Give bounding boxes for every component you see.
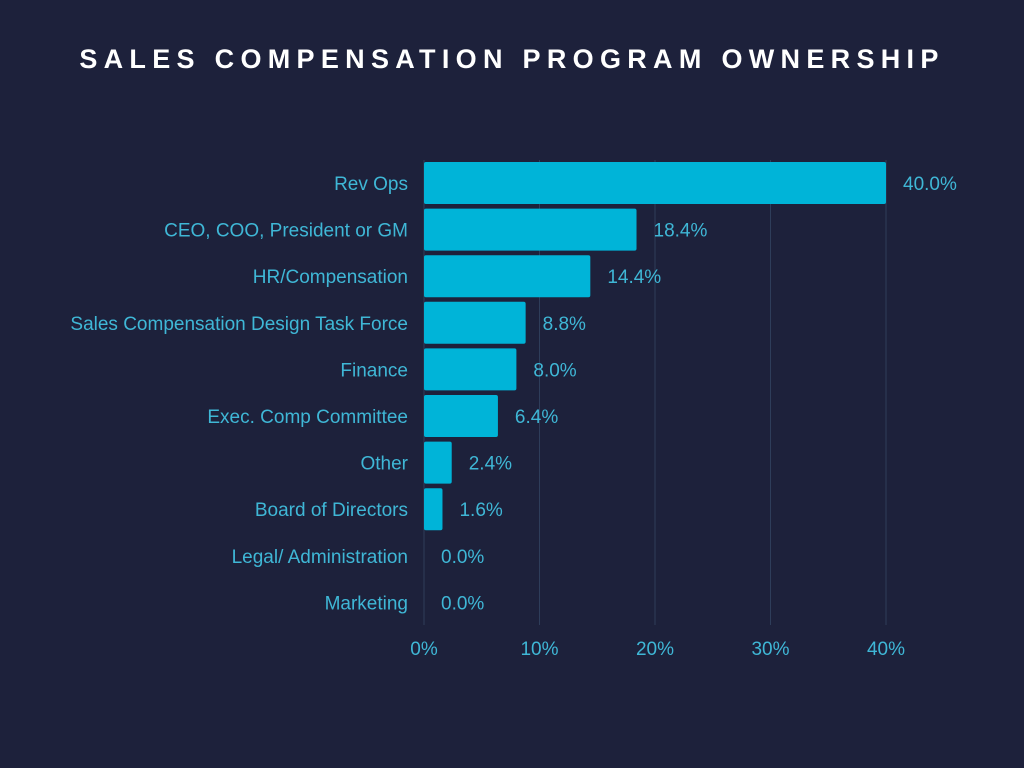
value-label: 6.4% bbox=[515, 407, 558, 428]
value-label: 18.4% bbox=[654, 221, 708, 242]
category-label: Sales Compensation Design Task Force bbox=[70, 314, 408, 335]
value-label: 0.0% bbox=[441, 547, 484, 568]
category-label: CEO, COO, President or GM bbox=[164, 221, 408, 242]
category-label: Marketing bbox=[325, 593, 408, 614]
value-label: 8.8% bbox=[543, 314, 586, 335]
category-label: Finance bbox=[340, 360, 408, 381]
bar-2 bbox=[424, 255, 591, 298]
category-label: Other bbox=[360, 454, 408, 475]
bar-1 bbox=[424, 208, 637, 251]
bar-7 bbox=[424, 488, 443, 531]
value-label: 40.0% bbox=[903, 174, 957, 195]
value-label: 1.6% bbox=[459, 500, 502, 521]
category-label: Rev Ops bbox=[334, 174, 408, 195]
bar-6 bbox=[424, 441, 452, 484]
x-tick-label: 10% bbox=[520, 639, 558, 660]
bar-0 bbox=[424, 162, 886, 204]
chart-title: SALES COMPENSATION PROGRAM OWNERSHIP bbox=[79, 44, 945, 74]
category-label: Board of Directors bbox=[255, 500, 408, 521]
category-label: Legal/ Administration bbox=[232, 547, 408, 568]
bar-4 bbox=[424, 348, 517, 391]
x-tick-label: 0% bbox=[410, 639, 438, 660]
category-label: HR/Compensation bbox=[253, 267, 408, 288]
value-label: 0.0% bbox=[441, 593, 484, 614]
bar-5 bbox=[424, 395, 498, 437]
value-label: 8.0% bbox=[533, 360, 576, 381]
bar-3 bbox=[424, 301, 526, 344]
category-label: Exec. Comp Committee bbox=[207, 407, 408, 428]
value-label: 2.4% bbox=[469, 454, 512, 475]
x-tick-label: 20% bbox=[636, 639, 674, 660]
value-label: 14.4% bbox=[607, 267, 661, 288]
x-tick-label: 30% bbox=[751, 639, 789, 660]
x-tick-label: 40% bbox=[867, 639, 905, 660]
